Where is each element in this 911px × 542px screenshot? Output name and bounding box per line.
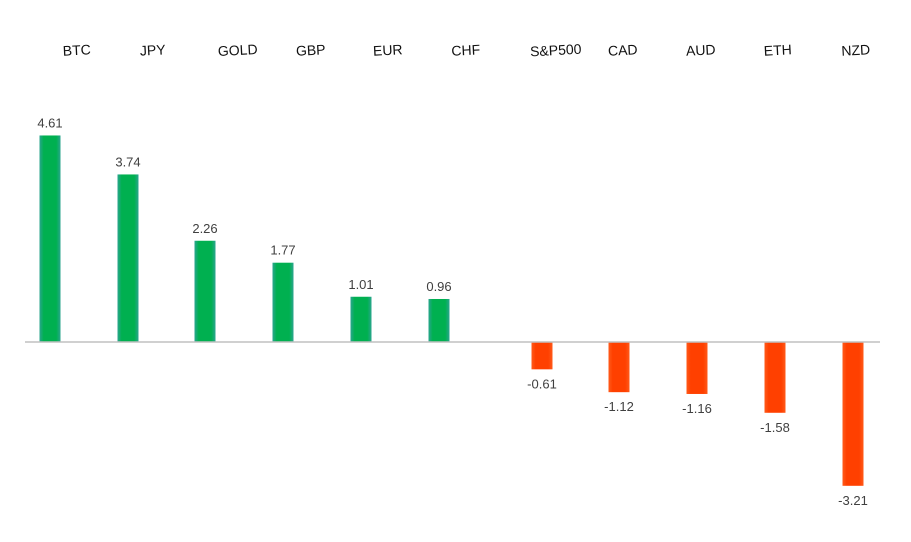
data-label: 4.61: [37, 115, 62, 130]
category-label: ETH: [763, 41, 792, 58]
data-label: 3.74: [115, 154, 140, 169]
bars-group: [39, 135, 864, 486]
data-label: 1.01: [348, 277, 373, 292]
data-label: -1.16: [682, 401, 712, 416]
bar-eur: [350, 296, 372, 342]
labels-group: 4.61 BTC 3.74 JPY 2.26 GOLD 1.77 GBP 1.01 EUR 0.96…: [37, 41, 870, 508]
bar-sp500: [531, 342, 553, 370]
category-label: CHF: [451, 41, 481, 58]
bar-nzd: [842, 342, 864, 486]
bar-jpy: [117, 174, 139, 342]
data-label: 0.96: [426, 279, 451, 294]
data-label: -1.58: [760, 420, 790, 435]
category-label: GBP: [296, 41, 326, 59]
data-label: -0.61: [527, 376, 557, 391]
bar-chf: [428, 298, 450, 342]
category-label: GOLD: [218, 41, 258, 59]
category-label: BTC: [62, 41, 91, 58]
bar-btc: [39, 135, 61, 342]
data-label: 1.77: [270, 243, 295, 258]
category-label: AUD: [686, 41, 716, 59]
data-label: -3.21: [838, 493, 868, 508]
data-label: 2.26: [192, 221, 217, 236]
bar-gbp: [272, 262, 294, 342]
category-label: NZD: [841, 41, 871, 58]
data-label: -1.12: [604, 399, 634, 414]
category-label: EUR: [373, 41, 403, 59]
category-label: CAD: [608, 41, 638, 59]
bar-eth: [764, 342, 786, 413]
bar-aud: [686, 342, 708, 394]
bar-cad: [608, 342, 630, 393]
category-label: S&P500: [530, 41, 582, 60]
category-label: JPY: [139, 41, 166, 58]
bar-gold: [194, 240, 216, 342]
